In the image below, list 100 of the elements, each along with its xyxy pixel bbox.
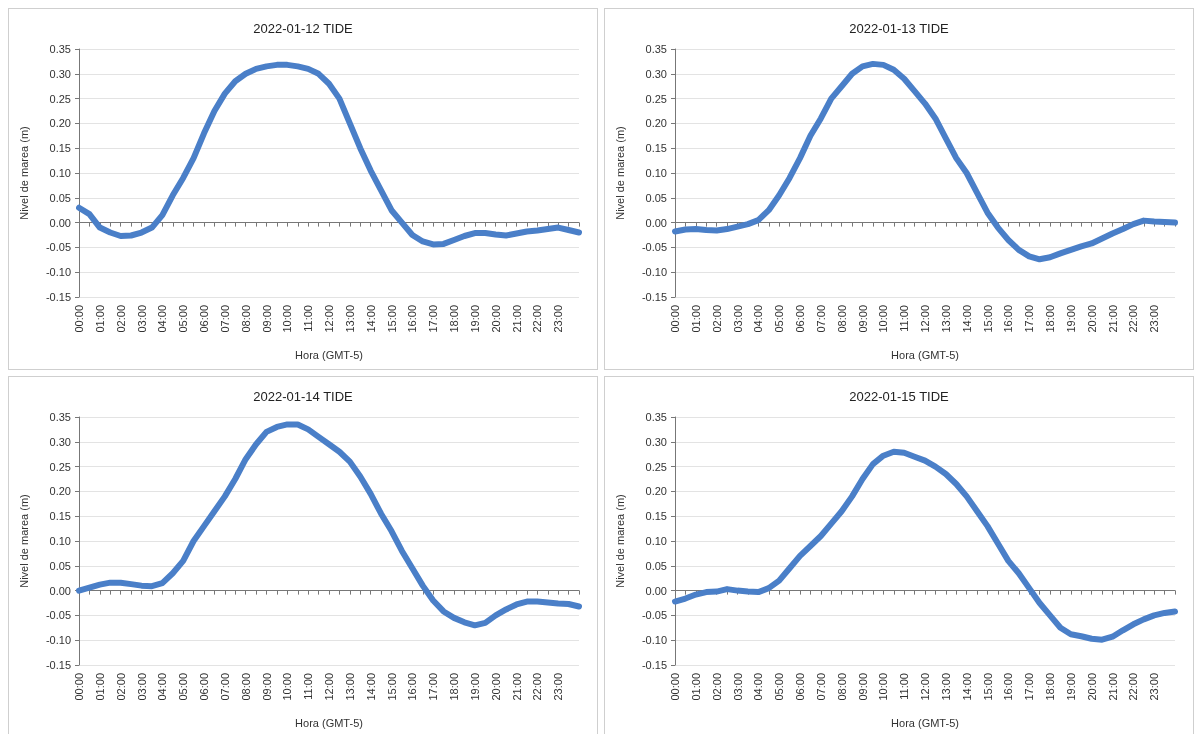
chart-title: 2022-01-13 TIDE (849, 21, 950, 36)
x-tick-label: 23:00 (552, 305, 565, 333)
y-tick-label: -0.05 (45, 241, 71, 254)
y-tick-label: 0.10 (49, 535, 71, 547)
y-tick-label: 0.25 (49, 92, 71, 105)
x-tick-label: 05:00 (177, 673, 190, 701)
x-tick-label: 02:00 (114, 305, 127, 333)
y-tick-label: 0.05 (645, 559, 667, 572)
x-tick-label: 22:00 (531, 673, 544, 701)
x-tick-label: 20:00 (1085, 673, 1098, 701)
x-tick-label: 22:00 (1127, 305, 1140, 333)
x-tick-label: 18:00 (1044, 673, 1056, 701)
x-tick-label: 12:00 (919, 305, 931, 333)
y-tick-label: -0.15 (641, 291, 667, 303)
y-tick-label: 0.15 (645, 142, 667, 155)
x-tick-label: 16:00 (406, 673, 419, 701)
x-tick-label: 00:00 (73, 305, 85, 333)
x-tick-label: 07:00 (218, 673, 231, 701)
x-tick-label: 19:00 (468, 305, 481, 333)
y-tick-label: 0.30 (49, 67, 71, 80)
x-tick-label: 05:00 (177, 305, 190, 333)
x-tick-label: 18:00 (448, 305, 460, 333)
x-tick-label: 02:00 (710, 673, 723, 701)
x-tick-label: 14:00 (364, 673, 377, 701)
x-tick-label: 17:00 (427, 305, 440, 333)
x-tick-label: 17:00 (1023, 305, 1036, 333)
x-axis-title: Hora (GMT-5) (891, 716, 959, 729)
x-tick-label: 18:00 (448, 673, 460, 701)
x-tick-label: 14:00 (364, 305, 377, 333)
x-tick-label: 05:00 (773, 305, 786, 333)
x-tick-label: 00:00 (669, 305, 681, 333)
y-tick-label: 0.00 (49, 216, 71, 229)
x-tick-label: 06:00 (794, 305, 806, 333)
x-tick-label: 23:00 (552, 673, 565, 701)
x-tick-label: 12:00 (323, 305, 335, 333)
x-tick-label: 11:00 (302, 673, 315, 700)
x-tick-label: 19:00 (1064, 305, 1077, 333)
y-axis-title: Nivel de marea (m) (613, 126, 626, 220)
y-tick-label: 0.10 (645, 535, 667, 547)
y-tick-label: 0.25 (645, 92, 667, 105)
x-tick-label: 15:00 (981, 305, 994, 333)
y-tick-label: 0.30 (49, 435, 71, 448)
x-tick-label: 19:00 (1064, 673, 1077, 701)
y-tick-label: 0.25 (49, 460, 71, 473)
x-tick-label: 03:00 (135, 305, 148, 333)
y-tick-label: -0.05 (641, 241, 667, 254)
y-tick-label: 0.35 (49, 411, 71, 423)
x-tick-label: 15:00 (385, 305, 398, 333)
x-tick-label: 13:00 (939, 673, 952, 701)
y-tick-label: -0.15 (45, 291, 71, 303)
x-tick-label: 08:00 (835, 305, 848, 333)
x-tick-label: 23:00 (1148, 673, 1161, 701)
x-tick-label: 03:00 (135, 673, 148, 701)
x-tick-label: 10:00 (877, 305, 890, 333)
y-tick-label: 0.25 (645, 460, 667, 473)
y-tick-label: 0.10 (49, 167, 71, 179)
y-tick-label: -0.15 (45, 659, 71, 671)
chart-title: 2022-01-12 TIDE (253, 21, 354, 36)
x-tick-label: 13:00 (939, 305, 952, 333)
x-tick-label: 07:00 (814, 673, 827, 701)
x-tick-label: 04:00 (752, 673, 765, 701)
x-tick-label: 14:00 (960, 673, 973, 701)
x-tick-label: 21:00 (510, 673, 523, 701)
x-tick-label: 12:00 (323, 673, 335, 701)
x-tick-label: 20:00 (489, 673, 502, 701)
x-tick-label: 04:00 (752, 305, 765, 333)
x-tick-label: 12:00 (919, 673, 931, 701)
x-tick-label: 00:00 (669, 673, 681, 701)
x-tick-label: 16:00 (1002, 673, 1015, 701)
y-tick-label: 0.05 (645, 191, 667, 204)
y-tick-label: 0.20 (49, 117, 71, 130)
x-axis-title: Hora (GMT-5) (295, 716, 363, 729)
x-tick-label: 10:00 (281, 305, 294, 333)
y-tick-label: 0.20 (645, 485, 667, 498)
x-tick-label: 07:00 (814, 305, 827, 333)
x-tick-label: 09:00 (856, 305, 869, 333)
x-tick-label: 20:00 (1085, 305, 1098, 333)
x-tick-label: 15:00 (385, 673, 398, 701)
x-tick-label: 09:00 (260, 673, 273, 701)
x-tick-label: 15:00 (981, 673, 994, 701)
x-tick-label: 10:00 (281, 673, 294, 701)
y-tick-label: -0.15 (641, 659, 667, 671)
x-tick-label: 02:00 (710, 305, 723, 333)
x-tick-label: 09:00 (260, 305, 273, 333)
y-tick-label: 0.15 (49, 142, 71, 155)
x-tick-label: 17:00 (1023, 673, 1036, 701)
x-axis-title: Hora (GMT-5) (295, 348, 363, 361)
x-tick-label: 08:00 (835, 673, 848, 701)
x-tick-label: 20:00 (489, 305, 502, 333)
y-tick-label: 0.35 (645, 43, 667, 55)
x-tick-label: 21:00 (1106, 673, 1119, 701)
x-tick-label: 01:00 (689, 305, 702, 333)
y-tick-label: 0.20 (645, 117, 667, 130)
y-tick-label: 0.05 (49, 559, 71, 572)
x-tick-label: 17:00 (427, 673, 440, 701)
x-tick-label: 21:00 (1106, 305, 1119, 333)
x-tick-label: 04:00 (156, 305, 169, 333)
x-tick-label: 02:00 (114, 673, 127, 701)
x-tick-label: 01:00 (93, 673, 106, 701)
y-axis-title: Nivel de marea (m) (613, 494, 626, 588)
